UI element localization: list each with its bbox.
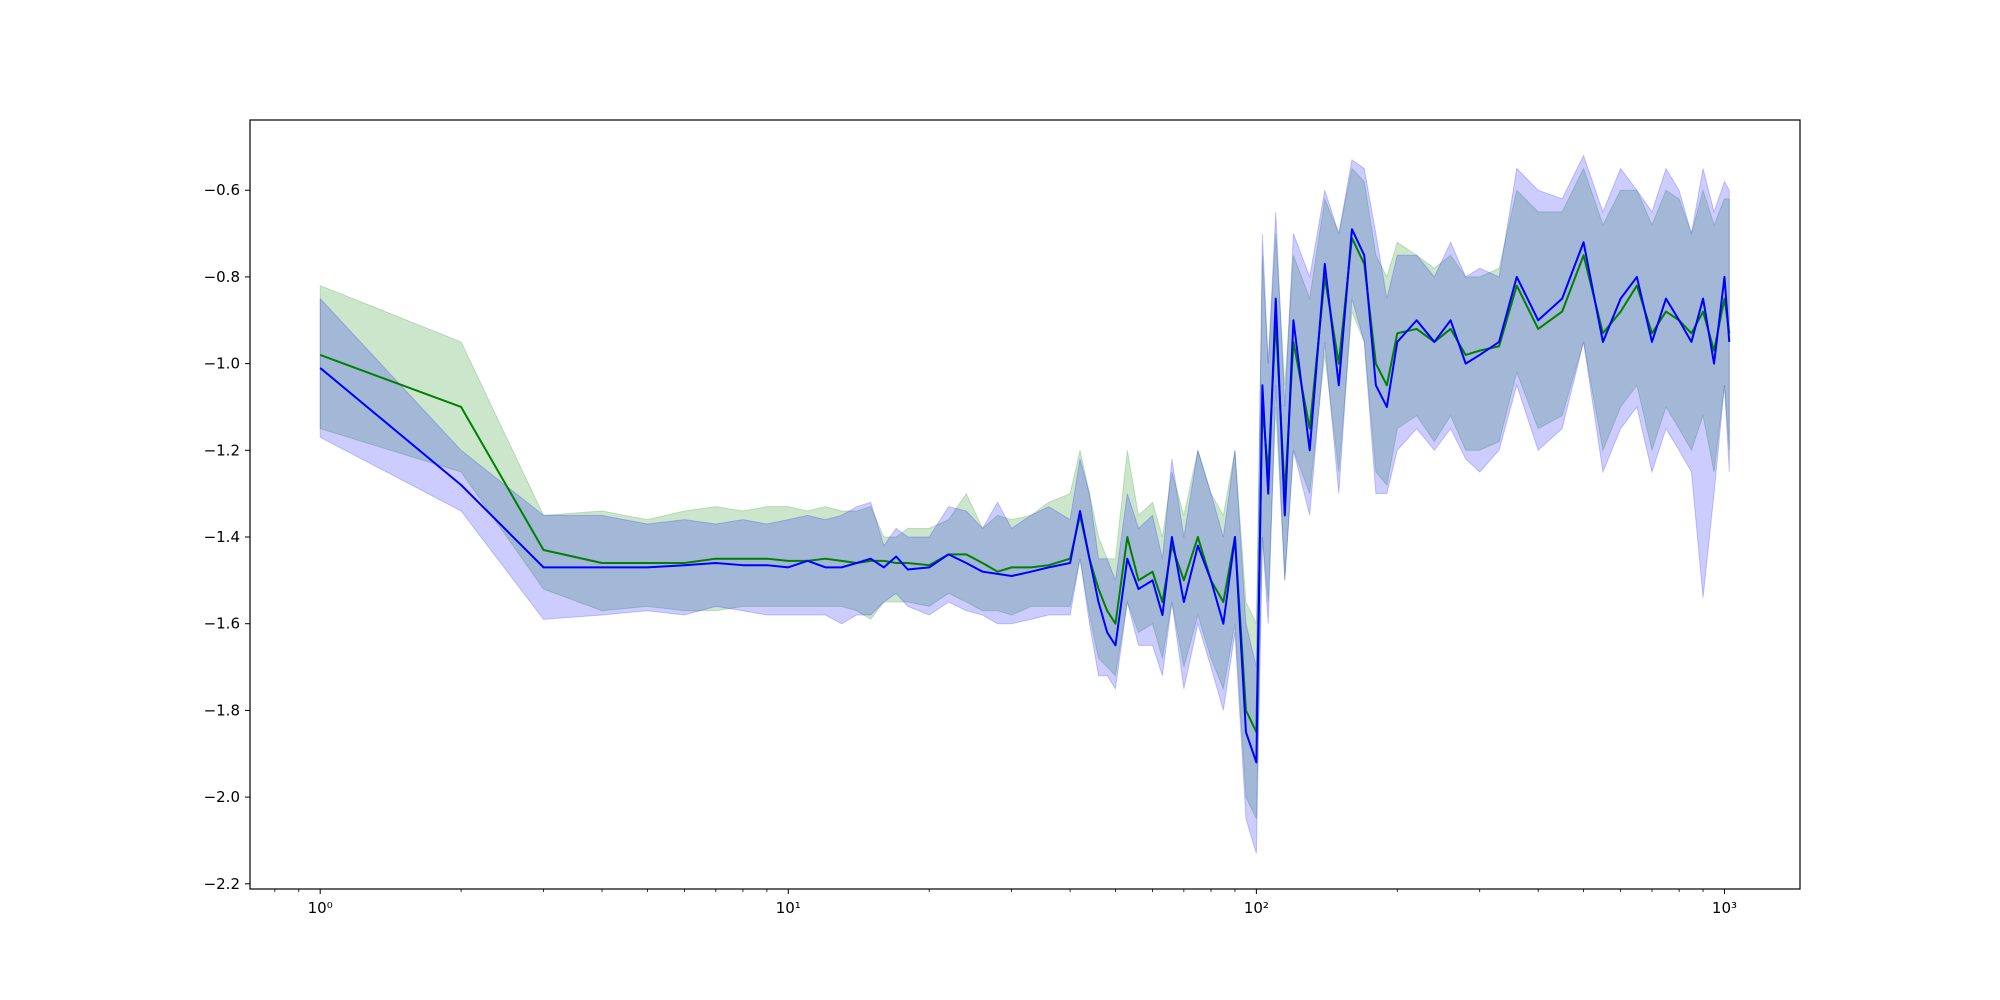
plot-area: [319, 154, 1731, 854]
series-line: [319, 236, 1731, 734]
series-line: [319, 228, 1731, 764]
y-tick-label: −0.8: [204, 268, 240, 286]
y-tick-label: −0.6: [204, 181, 240, 199]
x-tick-label: 10³: [1712, 899, 1737, 917]
y-tick-label: −2.0: [204, 788, 240, 806]
x-tick-label: 10⁰: [308, 899, 333, 917]
confidence-band: [319, 167, 1730, 819]
confidence-band: [319, 154, 1730, 854]
y-tick-label: −1.2: [204, 441, 240, 459]
axes-frame: [249, 119, 1801, 890]
y-tick-label: −2.2: [204, 875, 240, 893]
y-tick-label: −1.8: [204, 701, 240, 719]
x-tick-label: 10¹: [776, 899, 801, 917]
y-tick-label: −1.0: [204, 355, 240, 373]
x-tick-label: 10²: [1244, 899, 1269, 917]
y-tick-label: −1.4: [204, 528, 240, 546]
y-tick-label: −1.6: [204, 615, 240, 633]
